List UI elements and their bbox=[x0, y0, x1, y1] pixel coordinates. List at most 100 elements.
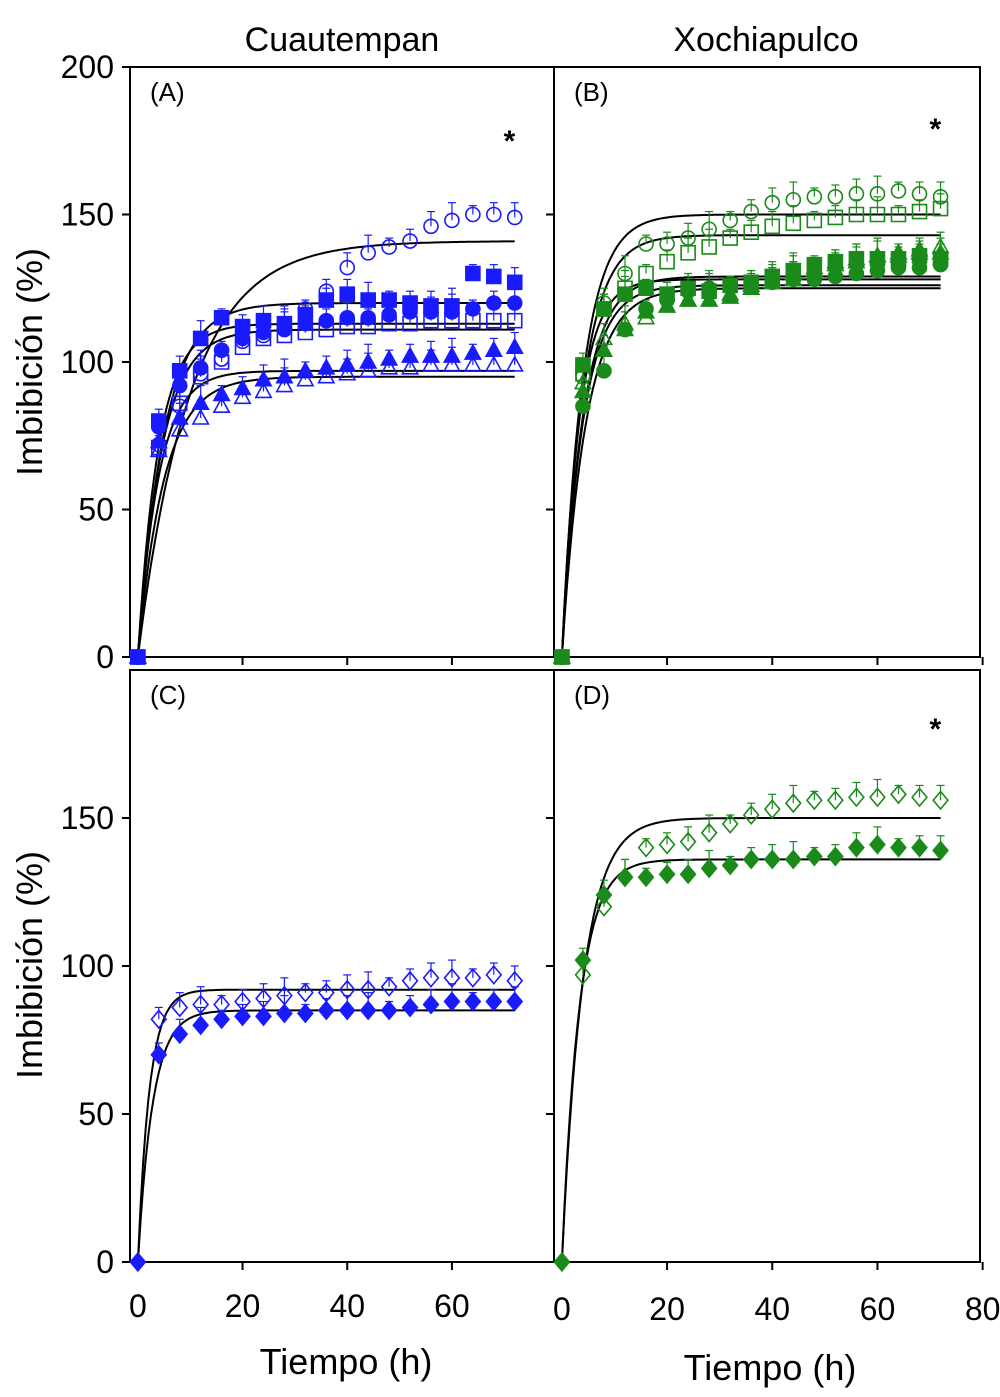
data-point-open-diamond bbox=[574, 964, 592, 985]
data-point-open-square bbox=[213, 354, 230, 370]
x-tick-label: 0 bbox=[553, 1291, 571, 1327]
y-tick-label: 50 bbox=[78, 1096, 114, 1132]
data-point-filled-square bbox=[465, 265, 481, 282]
data-point-open-circle bbox=[638, 236, 654, 252]
y-tick-label: 100 bbox=[61, 344, 114, 380]
data-point-open-diamond bbox=[869, 787, 886, 808]
data-point-open-circle bbox=[806, 189, 823, 205]
data-point-filled-circle bbox=[764, 274, 781, 291]
data-point-filled-diamond bbox=[234, 1006, 251, 1027]
x-axis-label-left: Tiempo (h) bbox=[260, 1341, 433, 1382]
data-point-filled-square bbox=[575, 357, 591, 373]
plot-frame bbox=[553, 66, 981, 658]
significance-asterisk: * bbox=[929, 713, 941, 746]
data-point-filled-circle bbox=[680, 283, 696, 300]
data-point-filled-square bbox=[638, 280, 654, 297]
data-point-filled-diamond bbox=[485, 991, 503, 1012]
data-point-open-triangle bbox=[421, 355, 441, 372]
data-point-open-square bbox=[444, 312, 460, 329]
data-point-open-diamond bbox=[700, 822, 718, 843]
data-point-open-diamond bbox=[595, 896, 613, 917]
data-point-filled-circle bbox=[743, 274, 760, 291]
data-point-filled-diamond bbox=[506, 991, 524, 1012]
data-point-filled-diamond bbox=[380, 1000, 398, 1021]
data-point-filled-diamond bbox=[317, 1000, 335, 1021]
data-point-open-square bbox=[360, 318, 376, 335]
data-point-open-diamond bbox=[658, 834, 676, 855]
column-title-xochiapulco: Xochiapulco bbox=[673, 21, 858, 59]
panel-label: (D) bbox=[574, 680, 610, 710]
data-point-open-square bbox=[381, 315, 397, 332]
data-point-open-circle bbox=[722, 212, 738, 229]
data-point-open-circle bbox=[486, 206, 502, 223]
data-point-filled-diamond bbox=[359, 1000, 377, 1021]
data-point-open-circle bbox=[339, 259, 356, 276]
data-point-open-circle bbox=[890, 183, 907, 199]
y-tick-label: 50 bbox=[78, 492, 114, 528]
data-point-filled-square bbox=[506, 274, 523, 291]
data-point-open-circle bbox=[743, 203, 760, 220]
fit-curve-open-diamond bbox=[560, 817, 941, 1263]
data-point-filled-square bbox=[213, 309, 230, 326]
data-point-filled-circle bbox=[911, 259, 928, 276]
data-point-filled-diamond bbox=[932, 840, 949, 861]
data-point-open-square bbox=[827, 209, 844, 226]
data-point-filled-circle bbox=[890, 259, 907, 276]
data-point-open-square bbox=[318, 321, 335, 338]
data-point-filled-diamond bbox=[848, 837, 865, 858]
data-point-open-circle bbox=[506, 209, 523, 226]
y-axis-label-top: Imbibición (%) bbox=[9, 248, 50, 476]
data-point-open-circle bbox=[827, 189, 844, 205]
y-tick-label: 100 bbox=[61, 948, 114, 984]
data-point-filled-circle bbox=[701, 280, 717, 297]
data-point-open-circle bbox=[360, 245, 376, 261]
data-point-open-square bbox=[171, 395, 188, 412]
data-point-open-circle bbox=[444, 212, 460, 229]
data-point-filled-circle bbox=[722, 277, 738, 294]
y-tick-label: 150 bbox=[61, 197, 114, 233]
panel-label: (A) bbox=[150, 77, 185, 107]
data-point-open-square bbox=[339, 318, 356, 335]
data-point-open-square bbox=[680, 245, 696, 261]
data-point-filled-circle bbox=[486, 295, 502, 311]
data-point-filled-circle bbox=[638, 301, 654, 317]
data-point-filled-diamond bbox=[595, 884, 613, 905]
fit-curve-filled-diamond bbox=[560, 858, 941, 1263]
data-point-open-square bbox=[297, 324, 314, 341]
data-point-filled-square bbox=[192, 330, 209, 347]
data-point-open-triangle bbox=[296, 369, 315, 387]
data-point-open-triangle bbox=[317, 367, 336, 384]
data-point-open-diamond bbox=[380, 976, 398, 997]
data-point-filled-circle bbox=[659, 292, 675, 308]
data-point-open-diamond bbox=[171, 997, 189, 1018]
data-point-open-diamond bbox=[932, 790, 949, 811]
data-point-open-triangle bbox=[191, 408, 210, 425]
fit-curve-filled-circle bbox=[560, 287, 941, 658]
data-point-open-square bbox=[402, 315, 418, 332]
data-point-filled-diamond bbox=[574, 950, 592, 971]
fit-curve-open-diamond bbox=[136, 988, 515, 1263]
data-point-open-square bbox=[869, 206, 886, 223]
data-point-open-square bbox=[764, 218, 781, 235]
data-point-filled-circle bbox=[617, 321, 633, 338]
y-tick-label: 0 bbox=[96, 639, 114, 675]
data-point-open-diamond bbox=[805, 790, 823, 811]
data-point-open-diamond bbox=[890, 784, 907, 805]
data-point-filled-diamond bbox=[171, 1024, 189, 1045]
data-point-filled-triangle bbox=[700, 290, 719, 307]
data-point-filled-diamond bbox=[763, 849, 781, 870]
data-point-open-diamond bbox=[637, 837, 655, 858]
data-point-open-diamond bbox=[911, 787, 928, 808]
y-tick-label: 150 bbox=[61, 800, 114, 836]
data-point-open-triangle bbox=[400, 358, 420, 375]
data-point-open-square bbox=[890, 206, 907, 223]
x-tick-label: 40 bbox=[754, 1291, 790, 1327]
panel-label: (B) bbox=[574, 77, 609, 107]
data-point-filled-diamond bbox=[129, 1252, 147, 1272]
panel-a-chart: 0 50 100 150 200 (A) * bbox=[61, 49, 555, 675]
data-point-filled-circle bbox=[596, 363, 612, 379]
data-point-filled-diamond bbox=[658, 864, 676, 885]
data-point-filled-square bbox=[339, 286, 356, 302]
data-point-filled-diamond bbox=[401, 997, 419, 1018]
data-point-filled-square bbox=[617, 286, 633, 302]
